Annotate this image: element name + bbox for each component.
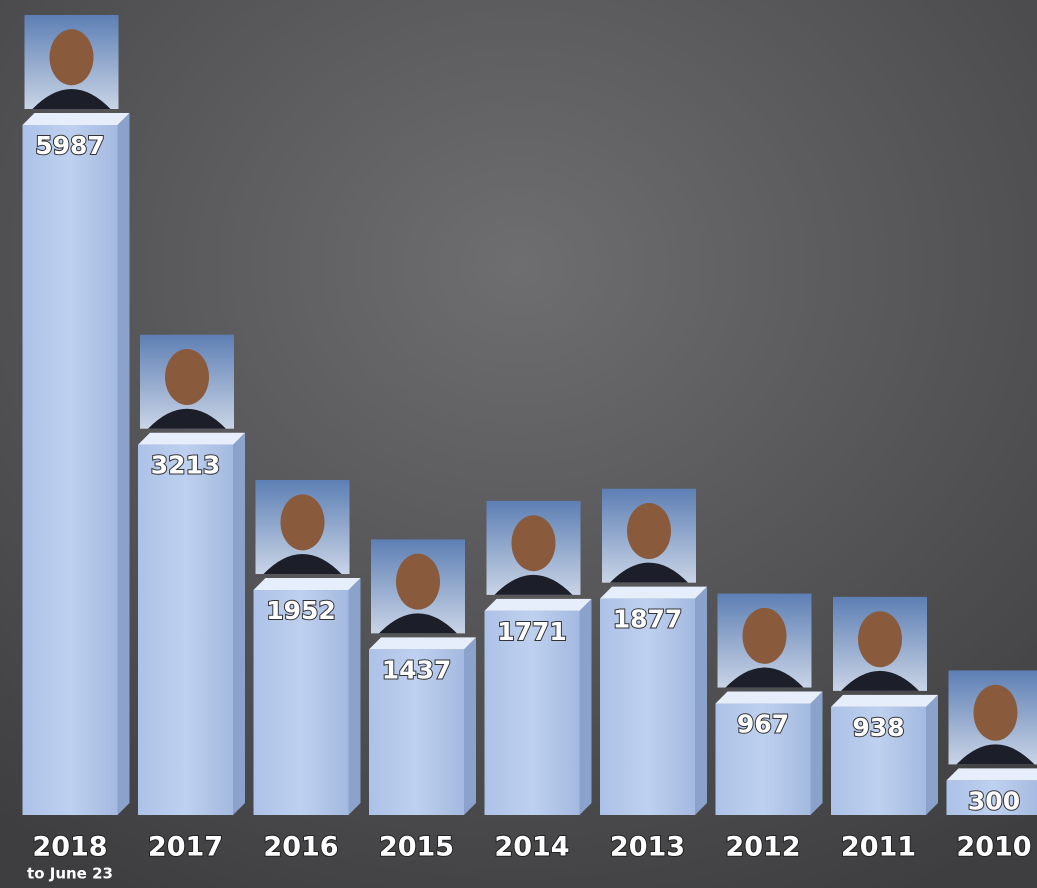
value-label: 1952 xyxy=(266,596,336,625)
x-tick-label: 2012 xyxy=(725,832,800,863)
bar-side xyxy=(348,578,361,815)
x-tick-label: 2014 xyxy=(494,832,569,863)
value-label: 967 xyxy=(737,710,789,739)
bar-side xyxy=(117,113,130,815)
bar-top xyxy=(946,768,1037,781)
bar-group xyxy=(946,768,1037,815)
bar-group xyxy=(831,694,938,815)
portrait-suit xyxy=(841,670,919,691)
portrait xyxy=(486,500,581,595)
bar-shade xyxy=(715,703,811,815)
bar-shade xyxy=(600,598,695,815)
portrait-suit xyxy=(725,667,804,688)
x-tick-label: 2018 xyxy=(32,832,107,863)
portrait-suit xyxy=(494,574,573,595)
bar-group xyxy=(253,578,361,815)
x-tick-label: 2015 xyxy=(379,832,454,863)
portrait-suit xyxy=(263,554,342,575)
value-label: 1771 xyxy=(497,617,567,646)
x-tick-label: 2010 xyxy=(956,832,1031,863)
portrait xyxy=(833,596,927,691)
bar-shade xyxy=(484,610,580,815)
portrait-face xyxy=(396,553,440,610)
portrait-suit xyxy=(32,89,111,109)
annotation: to June 23 xyxy=(27,865,113,883)
portrait-face xyxy=(511,515,556,572)
portrait xyxy=(140,334,234,429)
bar-group xyxy=(600,586,707,815)
bar-top xyxy=(22,113,130,125)
bar-shade xyxy=(253,590,349,815)
bar-group xyxy=(138,432,245,815)
bar-shade xyxy=(22,125,118,815)
x-tick-label: 2017 xyxy=(148,832,223,863)
bar-group xyxy=(369,637,476,815)
bar-group xyxy=(22,113,130,815)
bar-top xyxy=(484,598,592,611)
portrait xyxy=(717,593,812,688)
value-label: 1437 xyxy=(382,655,452,684)
bar-top xyxy=(715,691,823,704)
portrait xyxy=(255,480,350,575)
bar-top xyxy=(369,637,476,650)
bar-shade xyxy=(831,706,926,815)
portrait-face xyxy=(858,611,902,668)
portrait-face xyxy=(973,684,1018,741)
x-tick-label: 2011 xyxy=(841,832,916,863)
bar-side xyxy=(464,637,476,815)
bar-top xyxy=(600,586,707,599)
value-label: 3213 xyxy=(151,451,221,480)
x-tick-label: 2013 xyxy=(610,832,685,863)
bar-side xyxy=(579,598,592,815)
value-label: 5987 xyxy=(35,131,105,160)
portrait-face xyxy=(165,349,209,406)
value-label: 1877 xyxy=(613,605,683,634)
bar-side xyxy=(233,432,245,815)
bar-side xyxy=(926,694,938,815)
portrait-face xyxy=(280,494,325,551)
portrait-suit xyxy=(148,408,226,429)
bar-shade xyxy=(946,780,1037,815)
portrait xyxy=(24,15,119,109)
portrait-face xyxy=(742,607,787,664)
value-label: 938 xyxy=(852,713,904,742)
portrait xyxy=(371,539,465,634)
bar-side xyxy=(810,691,823,815)
portrait-face xyxy=(49,29,94,86)
bar-shade xyxy=(138,444,233,815)
bar-top xyxy=(253,578,361,591)
portrait-face xyxy=(627,502,671,559)
x-tick-label: 2016 xyxy=(263,832,338,863)
bar-top xyxy=(138,432,245,445)
portrait xyxy=(948,670,1037,765)
portrait xyxy=(602,488,696,583)
portrait-suit xyxy=(956,744,1035,765)
bar-side xyxy=(695,586,707,815)
bar-group xyxy=(715,691,823,815)
bar-top xyxy=(831,694,938,707)
portrait-suit xyxy=(379,613,457,634)
value-label: 300 xyxy=(968,786,1020,815)
bar-shade xyxy=(369,649,464,815)
bar-group xyxy=(484,598,592,815)
portrait-suit xyxy=(610,562,688,583)
